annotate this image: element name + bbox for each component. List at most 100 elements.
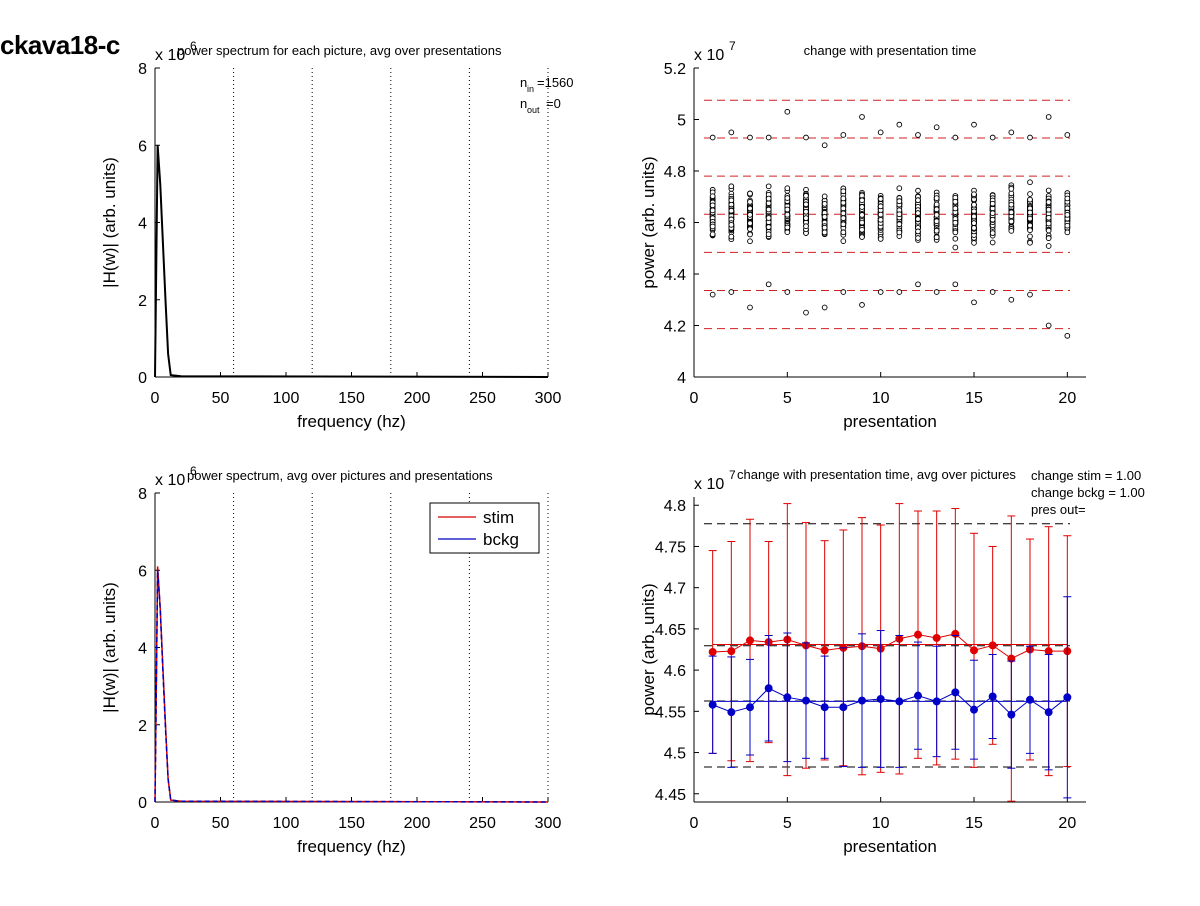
x-tick-label: 0 <box>151 390 160 407</box>
x-tick-label: 50 <box>212 815 230 832</box>
data-point <box>877 203 884 210</box>
data-point <box>1008 218 1015 225</box>
y-tick-label: 4.45 <box>655 787 686 804</box>
data-point <box>840 210 847 217</box>
data-point <box>728 233 735 240</box>
data-point <box>1027 191 1033 197</box>
data-point <box>840 132 847 138</box>
data-point <box>1045 114 1052 120</box>
data-point <box>784 195 791 201</box>
bckg-data-point <box>1063 693 1072 702</box>
y-tick-label: 0 <box>138 370 147 387</box>
data-point <box>728 207 735 214</box>
data-point <box>915 235 921 241</box>
data-point <box>821 214 828 220</box>
x-tick-label: 20 <box>1058 390 1076 407</box>
stim-data-point <box>988 641 997 650</box>
y-tick-label: 8 <box>138 61 147 78</box>
data-point <box>1064 212 1071 218</box>
x-tick-label: 10 <box>872 815 890 832</box>
y-tick-label: 4 <box>138 216 147 233</box>
data-point <box>821 193 828 200</box>
x-tick-label: 150 <box>338 815 365 832</box>
data-point <box>896 185 903 192</box>
x-tick-label: 100 <box>273 815 300 832</box>
data-point <box>709 223 716 230</box>
data-point <box>840 188 847 195</box>
data-point <box>896 289 903 295</box>
data-point <box>1064 332 1071 339</box>
data-point <box>1045 214 1052 221</box>
annotation-n: n <box>520 96 527 111</box>
data-point <box>896 211 903 218</box>
data-point <box>896 229 903 236</box>
x-axis-label: frequency (hz) <box>297 412 406 431</box>
y-multiplier: x 10 <box>694 47 724 64</box>
data-point <box>859 204 865 210</box>
data-point <box>989 210 996 216</box>
data-point <box>952 235 959 242</box>
data-point <box>971 121 977 128</box>
data-point <box>784 289 791 295</box>
chart-title: change with presentation time, avg over … <box>737 467 1016 482</box>
data-point <box>877 236 884 242</box>
data-point <box>859 226 865 233</box>
data-point <box>933 201 940 208</box>
data-point <box>784 229 791 235</box>
data-point <box>896 221 903 228</box>
x-tick-label: 5 <box>783 815 792 832</box>
data-point <box>877 196 884 202</box>
y-tick-label: 4.8 <box>664 498 686 515</box>
bckg-data-point <box>783 693 792 702</box>
data-point <box>784 108 791 115</box>
data-point <box>1045 206 1052 213</box>
data-point <box>765 281 772 288</box>
data-point <box>952 244 959 251</box>
data-point <box>803 309 809 316</box>
data-point <box>803 215 809 221</box>
y-axis-label: |H(w)| (arb. units) <box>100 157 119 288</box>
y-tick-label: 4.6 <box>664 663 686 680</box>
bckg-data-point <box>858 696 866 705</box>
bckg-data-point <box>1007 710 1016 719</box>
bckg-data-point <box>727 708 736 717</box>
data-point <box>1008 186 1015 192</box>
y-tick-label: 4.75 <box>655 539 686 556</box>
data-point <box>1027 179 1033 186</box>
data-point <box>803 134 809 141</box>
data-point <box>1008 296 1015 303</box>
data-point <box>765 134 772 141</box>
bckg-data-point <box>746 703 754 712</box>
x-tick-label: 200 <box>404 390 431 407</box>
data-point <box>1045 322 1052 329</box>
chart-title: change with presentation time <box>804 43 977 58</box>
data-point <box>821 224 828 231</box>
data-point <box>840 238 847 244</box>
stim-data-point <box>727 647 736 656</box>
data-point <box>933 218 940 225</box>
bckg-data-point <box>951 688 960 697</box>
data-point <box>971 220 977 226</box>
x-axis-label: frequency (hz) <box>297 837 406 856</box>
data-point <box>952 219 959 226</box>
stim-data-point <box>1044 647 1053 656</box>
data-point <box>915 228 921 235</box>
y-tick-label: 4.8 <box>664 164 686 181</box>
y-multiplier: x 10 <box>155 472 185 489</box>
data-point <box>709 193 716 200</box>
data-point <box>989 239 996 246</box>
bckg-data-point <box>876 694 885 703</box>
legend-label-stim: stim <box>483 508 514 527</box>
data-point <box>784 224 791 231</box>
data-point <box>1008 201 1015 208</box>
x-axis-label: presentation <box>843 837 937 856</box>
y-multiplier-exponent: 7 <box>729 39 736 53</box>
y-tick-label: 4.4 <box>664 267 686 284</box>
x-tick-label: 10 <box>872 390 890 407</box>
y-multiplier-exponent: 6 <box>190 39 197 53</box>
bckg-data-point <box>932 697 941 706</box>
data-point <box>933 227 940 234</box>
y-tick-label: 4.5 <box>664 746 686 763</box>
data-point <box>728 222 735 228</box>
data-point <box>1027 227 1033 234</box>
